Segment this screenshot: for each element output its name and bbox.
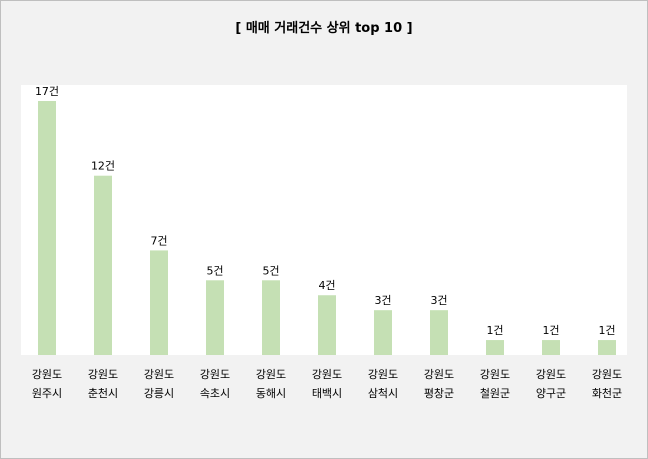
category-label-1-line-1: 춘천시 [88,386,118,400]
data-label-4: 5건 [262,264,279,277]
data-label-2: 7건 [150,234,167,247]
category-label-6-line-0: 강원도 [368,368,398,381]
category-label-10-line-0: 강원도 [592,368,622,381]
category-label-7-line-1: 평창군 [424,387,454,400]
data-label-5: 4건 [318,279,335,292]
category-label-3-line-0: 강원도 [200,368,230,381]
bar-0 [38,101,56,355]
category-label-5-line-0: 강원도 [312,368,342,381]
category-label-9-line-1: 양구군 [536,387,566,400]
category-label-1-line-0: 강원도 [88,368,118,381]
bar-8 [486,340,504,355]
data-label-0: 17건 [35,85,59,98]
category-label-6-line-1: 삼척시 [368,387,398,400]
data-label-8: 1건 [486,324,503,337]
category-label-4-line-1: 동해시 [256,386,286,400]
category-label-9-line-0: 강원도 [536,368,566,381]
category-label-3-line-1: 속초시 [200,387,230,400]
bar-10 [598,340,616,355]
data-label-6: 3건 [374,294,391,307]
bar-4 [262,280,280,355]
category-label-8-line-1: 철원군 [480,387,510,400]
bar-9 [542,340,560,355]
category-label-7-line-0: 강원도 [424,368,454,381]
category-label-10-line-1: 화천군 [592,386,622,400]
category-label-2-line-1: 강릉시 [144,387,174,400]
data-label-7: 3건 [430,294,447,307]
category-label-4-line-0: 강원도 [256,368,286,381]
category-label-2-line-0: 강원도 [144,368,174,381]
category-label-0-line-1: 원주시 [32,387,62,400]
bar-6 [374,310,392,355]
data-label-3: 5건 [206,264,223,277]
category-label-8-line-0: 강원도 [480,368,510,381]
category-label-5-line-1: 태백시 [312,387,342,400]
chart-title: [ 매매 거래건수 상위 top 10 ] [235,21,413,36]
bar-5 [318,295,336,355]
bar-7 [430,310,448,355]
data-label-10: 1건 [598,324,615,337]
category-label-0-line-0: 강원도 [32,368,62,381]
data-label-9: 1건 [542,324,559,337]
bar-3 [206,280,224,355]
bar-2 [150,250,168,355]
data-label-1: 12건 [91,160,115,173]
bar-1 [94,175,112,355]
